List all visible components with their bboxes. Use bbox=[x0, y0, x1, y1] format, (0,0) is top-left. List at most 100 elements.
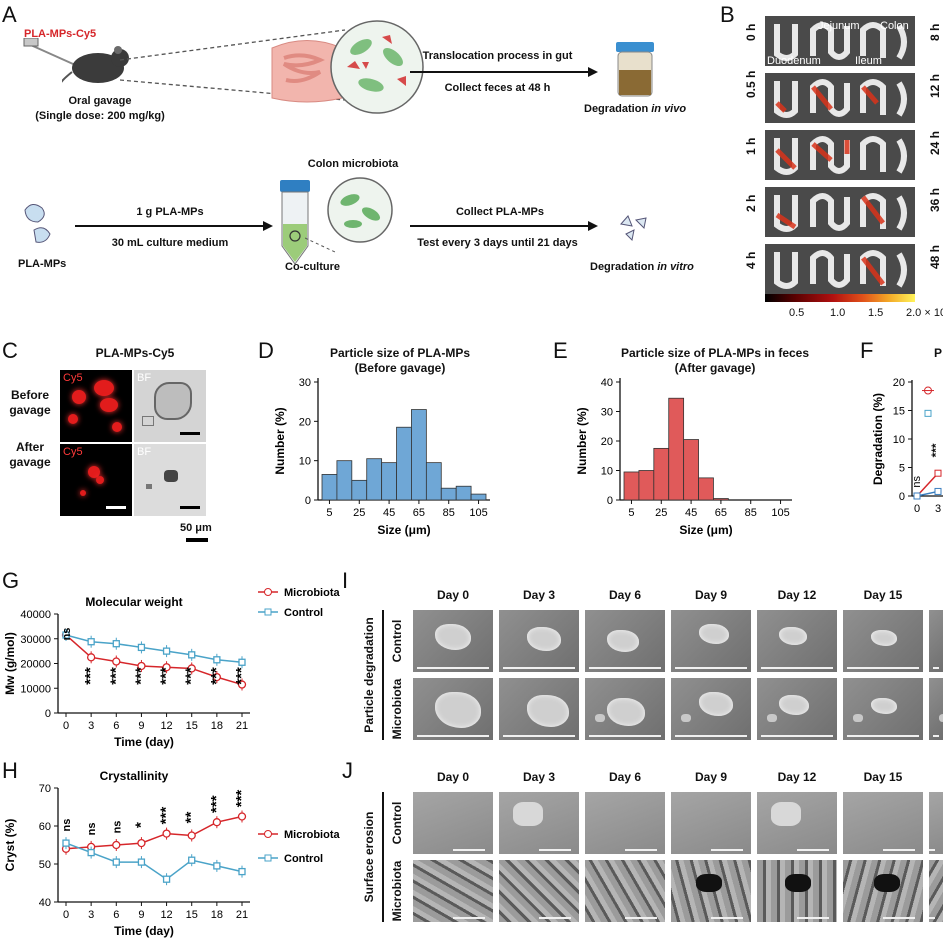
ileum-shape bbox=[860, 250, 886, 286]
sem-image bbox=[499, 678, 579, 740]
y-tick-label: 10 bbox=[893, 434, 905, 446]
feces-jar-icon bbox=[616, 42, 654, 97]
x-tick-label: 45 bbox=[685, 507, 697, 519]
gut-image-row bbox=[765, 187, 915, 237]
data-point bbox=[137, 661, 146, 671]
particle-shape bbox=[779, 695, 809, 715]
y-axis-title: Number (%) bbox=[575, 407, 589, 474]
significance-annotation: *** bbox=[132, 667, 149, 685]
gut-image-row bbox=[765, 16, 915, 66]
signal-hotspot bbox=[811, 142, 833, 162]
degradation-vitro-label: Degradation in vitro bbox=[590, 261, 694, 273]
data-point bbox=[213, 656, 221, 664]
after-gavage-bar bbox=[668, 397, 685, 501]
day-label: Day 12 bbox=[777, 770, 817, 784]
x-tick-label: 6 bbox=[113, 720, 119, 732]
significance-annotation: ns bbox=[61, 628, 73, 641]
sem-surface-image bbox=[929, 792, 943, 854]
panel-label-d: D bbox=[258, 338, 274, 363]
sem-surface-image bbox=[413, 860, 493, 922]
cryst-series-line bbox=[65, 842, 243, 881]
mw-series-line bbox=[65, 634, 243, 686]
plamps-particles-icon bbox=[24, 204, 51, 243]
y-tick-label: 60 bbox=[39, 821, 51, 833]
sem-surface-image bbox=[843, 792, 923, 854]
significance-annotation: *** bbox=[233, 790, 250, 808]
sem-image bbox=[843, 678, 923, 740]
signal-hotspot bbox=[861, 195, 885, 225]
data-point bbox=[62, 631, 70, 639]
y-tick-label: 40000 bbox=[20, 609, 51, 621]
gut-shape bbox=[774, 250, 907, 289]
x-axis-title: Size (μm) bbox=[679, 523, 732, 537]
y-tick-label: 10000 bbox=[20, 683, 51, 695]
sem-scale-bar bbox=[539, 849, 571, 851]
cryst-series-line bbox=[65, 815, 243, 850]
gut-shape bbox=[774, 136, 907, 175]
colon-shape bbox=[896, 195, 907, 231]
signal-hotspot bbox=[775, 148, 797, 170]
sem-scale-bar bbox=[929, 917, 935, 919]
data-point bbox=[137, 858, 146, 866]
sem-image bbox=[843, 610, 923, 672]
surface-particle bbox=[513, 802, 543, 826]
histogram-after-gavage: 0 10 20 30 40 5 25 45 65 85 105 Size (μm) Number (%) bbox=[575, 377, 792, 537]
sem-image bbox=[671, 610, 751, 672]
erosion-pit bbox=[696, 874, 722, 892]
before-gavage-bar bbox=[411, 409, 427, 501]
scale-tick-1: 0.5 bbox=[789, 307, 805, 319]
sem-surface-image bbox=[585, 860, 665, 922]
test-every-label: Test every 3 days until 21 days bbox=[417, 237, 578, 249]
gut-image-row bbox=[765, 130, 915, 180]
sem-image bbox=[671, 678, 751, 740]
scale-tick-4: 2.0 × 10 bbox=[906, 307, 943, 319]
bf-before-image: BF bbox=[134, 370, 206, 442]
before-gavage-bar bbox=[336, 460, 353, 501]
syringe-icon bbox=[23, 38, 83, 69]
gut-microbe-circle bbox=[330, 20, 424, 114]
significance-annotation: *** bbox=[208, 667, 225, 685]
after-gavage-bar bbox=[683, 439, 699, 501]
data-point bbox=[187, 664, 196, 673]
significance-annotation: ns bbox=[111, 821, 123, 834]
significance-annotation: ns bbox=[61, 819, 73, 832]
annotation-sig: *** bbox=[929, 443, 943, 457]
surface-particle bbox=[771, 802, 801, 826]
fragment-shape bbox=[681, 714, 691, 722]
row-label-control: Control bbox=[390, 801, 404, 845]
data-point bbox=[237, 812, 247, 821]
signal-hotspot bbox=[775, 101, 787, 113]
sem-surface-image bbox=[499, 860, 579, 922]
panel-label-a: A bbox=[2, 2, 17, 27]
fragment-shape bbox=[767, 714, 777, 722]
legend-label: Control bbox=[284, 853, 323, 865]
collect-feces-label: Collect feces at 48 h bbox=[444, 82, 551, 94]
left-time-label: 0.5 h bbox=[744, 70, 758, 98]
row-label-control: Control bbox=[390, 619, 404, 663]
x-tick-label: 85 bbox=[443, 507, 455, 519]
y-tick-label: 0 bbox=[607, 495, 613, 507]
after-gavage-bar bbox=[698, 477, 714, 501]
day-label: Day 6 bbox=[608, 588, 642, 602]
left-time-label: 1 h bbox=[744, 137, 758, 155]
y-tick-label: 70 bbox=[39, 783, 51, 795]
ileum-shape bbox=[860, 79, 886, 115]
y-tick-label: 50 bbox=[39, 859, 51, 871]
culture-tube-icon bbox=[280, 180, 310, 265]
intensity-colorbar bbox=[765, 294, 915, 302]
colon-shape bbox=[896, 24, 907, 60]
sem-scale-bar bbox=[883, 849, 915, 851]
sem-scale-bar bbox=[417, 735, 489, 737]
y-tick-label: 40 bbox=[601, 377, 613, 389]
x-tick-label: 65 bbox=[413, 507, 425, 519]
signal-hotspot bbox=[861, 256, 885, 286]
mw-series-line bbox=[65, 634, 243, 664]
data-point bbox=[188, 856, 196, 864]
particle-shape bbox=[871, 630, 897, 646]
significance-annotation: *** bbox=[158, 667, 175, 685]
fragment-shape bbox=[939, 714, 943, 722]
sem-scale-bar bbox=[847, 667, 919, 669]
significance-annotation: *** bbox=[158, 807, 175, 825]
before-gavage-bar bbox=[396, 426, 412, 501]
legend-marker bbox=[264, 854, 272, 862]
